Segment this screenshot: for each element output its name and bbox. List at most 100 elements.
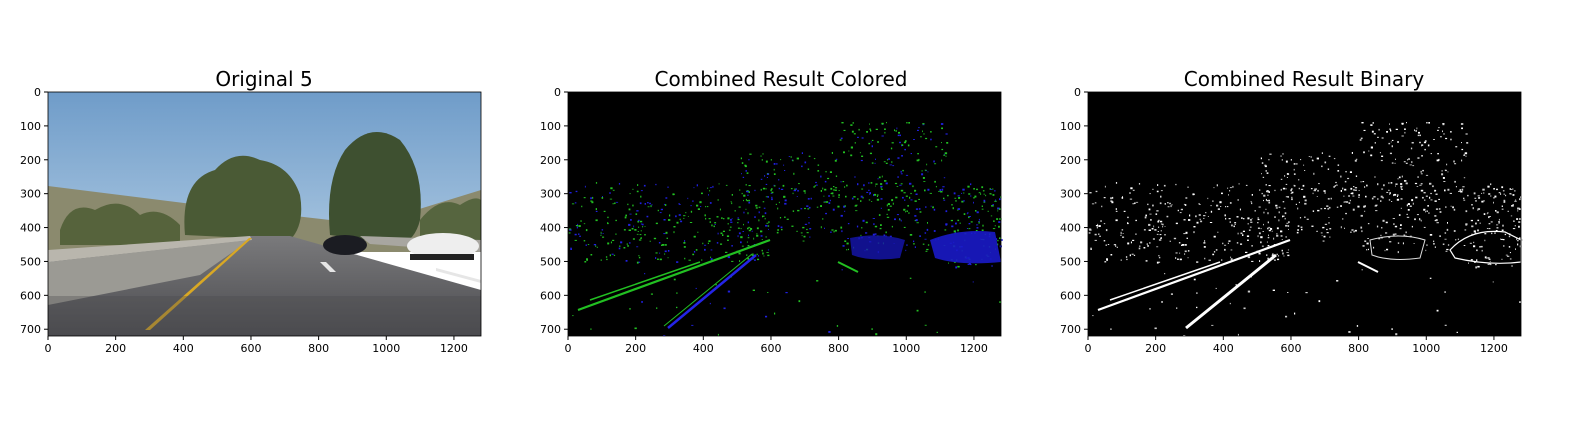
edge-pixel [804,192,806,194]
edge-pixel [901,145,902,147]
edge-pixel [1313,190,1316,192]
edge-pixel [778,179,780,181]
edge-pixel [1348,195,1350,197]
edge-pixel [1444,169,1447,171]
edge-pixel [1278,219,1280,222]
y-tick-label: 700 [540,323,561,336]
edge-pixel [1131,253,1134,255]
edge-pixel [1490,264,1492,266]
edge-pixel [970,221,973,223]
edge-pixel [1267,194,1269,196]
edge-pixel [875,128,878,130]
edge-pixel [1388,189,1390,191]
edge-pixel [1266,172,1269,174]
edge-pixel [1507,210,1509,212]
x-tick-label: 0 [565,342,572,355]
edge-pixel [1158,255,1160,257]
edge-pixel [593,244,597,246]
edge-pixel [1399,227,1402,230]
edge-pixel [1395,128,1398,130]
edge-pixel [844,210,846,212]
edge-pixel [875,183,878,185]
edge-pixel [1283,207,1286,209]
edge-pixel [1488,258,1491,260]
edge-pixel [747,245,750,247]
edge-pixel [1121,197,1124,199]
edge-pixel [1239,208,1241,211]
edge-pixel [1180,208,1183,211]
edge-pixel [1438,208,1441,210]
edge-pixel [1127,222,1129,224]
edge-pixel [1476,249,1478,252]
edge-pixel [1337,164,1340,166]
edge-pixel [860,234,862,237]
edge-pixel [770,189,772,192]
edge-pixel [880,187,882,189]
edge-pixel [590,254,593,256]
edge-pixel [640,195,642,198]
edge-pixel [1271,230,1273,232]
edge-pixel [824,201,826,202]
edge-pixel [1352,195,1355,197]
edge-pixel [904,140,907,142]
edge-pixel [1164,226,1166,227]
edge-pixel [1396,198,1400,201]
edge-pixel [1365,195,1367,198]
edge-pixel [1261,245,1264,247]
edge-pixel [1510,215,1513,217]
edge-pixel [1160,237,1162,239]
edge-pixel [1505,254,1508,256]
edge-pixel [1484,239,1486,242]
edge-pixel [633,225,635,228]
edge-pixel [922,123,925,125]
edge-pixel [924,169,927,171]
edge-pixel [1329,228,1332,230]
edge-pixel [835,158,838,160]
y-tick-label: 100 [540,120,561,133]
edge-pixel [918,127,920,129]
edge-pixel [1498,192,1501,194]
edge-pixel [917,153,919,155]
edge-pixel [1169,240,1171,242]
edge-pixel [620,241,623,244]
edge-pixel [1240,232,1243,235]
edge-pixel [968,223,971,225]
edge-pixel [723,218,725,220]
edge-pixel [583,197,586,199]
edge-pixel [991,205,994,207]
edge-pixel [568,228,572,230]
edge-pixel [1474,197,1477,199]
edge-pixel [1435,219,1438,222]
edge-pixel [747,257,749,260]
edge-pixel [970,183,972,186]
edge-pixel [1170,293,1173,295]
edge-pixel [834,229,837,232]
edge-pixel [963,192,965,194]
edge-pixel [1426,210,1428,212]
edge-pixel [763,255,765,257]
edge-pixel [1193,226,1196,228]
edge-pixel [1465,155,1467,157]
edge-pixel [1477,229,1479,232]
edge-pixel [1361,269,1363,271]
edge-pixel [709,221,711,223]
edge-pixel [987,210,989,212]
edge-pixel [746,172,749,174]
edge-pixel [570,247,572,250]
edge-pixel [841,122,844,124]
edge-pixel [1371,130,1374,133]
edge-pixel [1519,218,1522,220]
edge-pixel [1000,239,1003,241]
edge-pixel [773,173,776,175]
edge-pixel [1321,165,1323,168]
edge-pixel [1495,264,1497,266]
edge-pixel [574,233,577,236]
edge-pixel [997,207,1000,210]
edge-pixel [1173,237,1177,240]
edge-pixel [1203,242,1206,244]
edge-pixel [983,193,985,195]
edge-pixel [1229,190,1231,192]
edge-pixel [910,192,912,195]
edge-pixel [747,221,749,224]
edge-pixel [1456,331,1458,333]
